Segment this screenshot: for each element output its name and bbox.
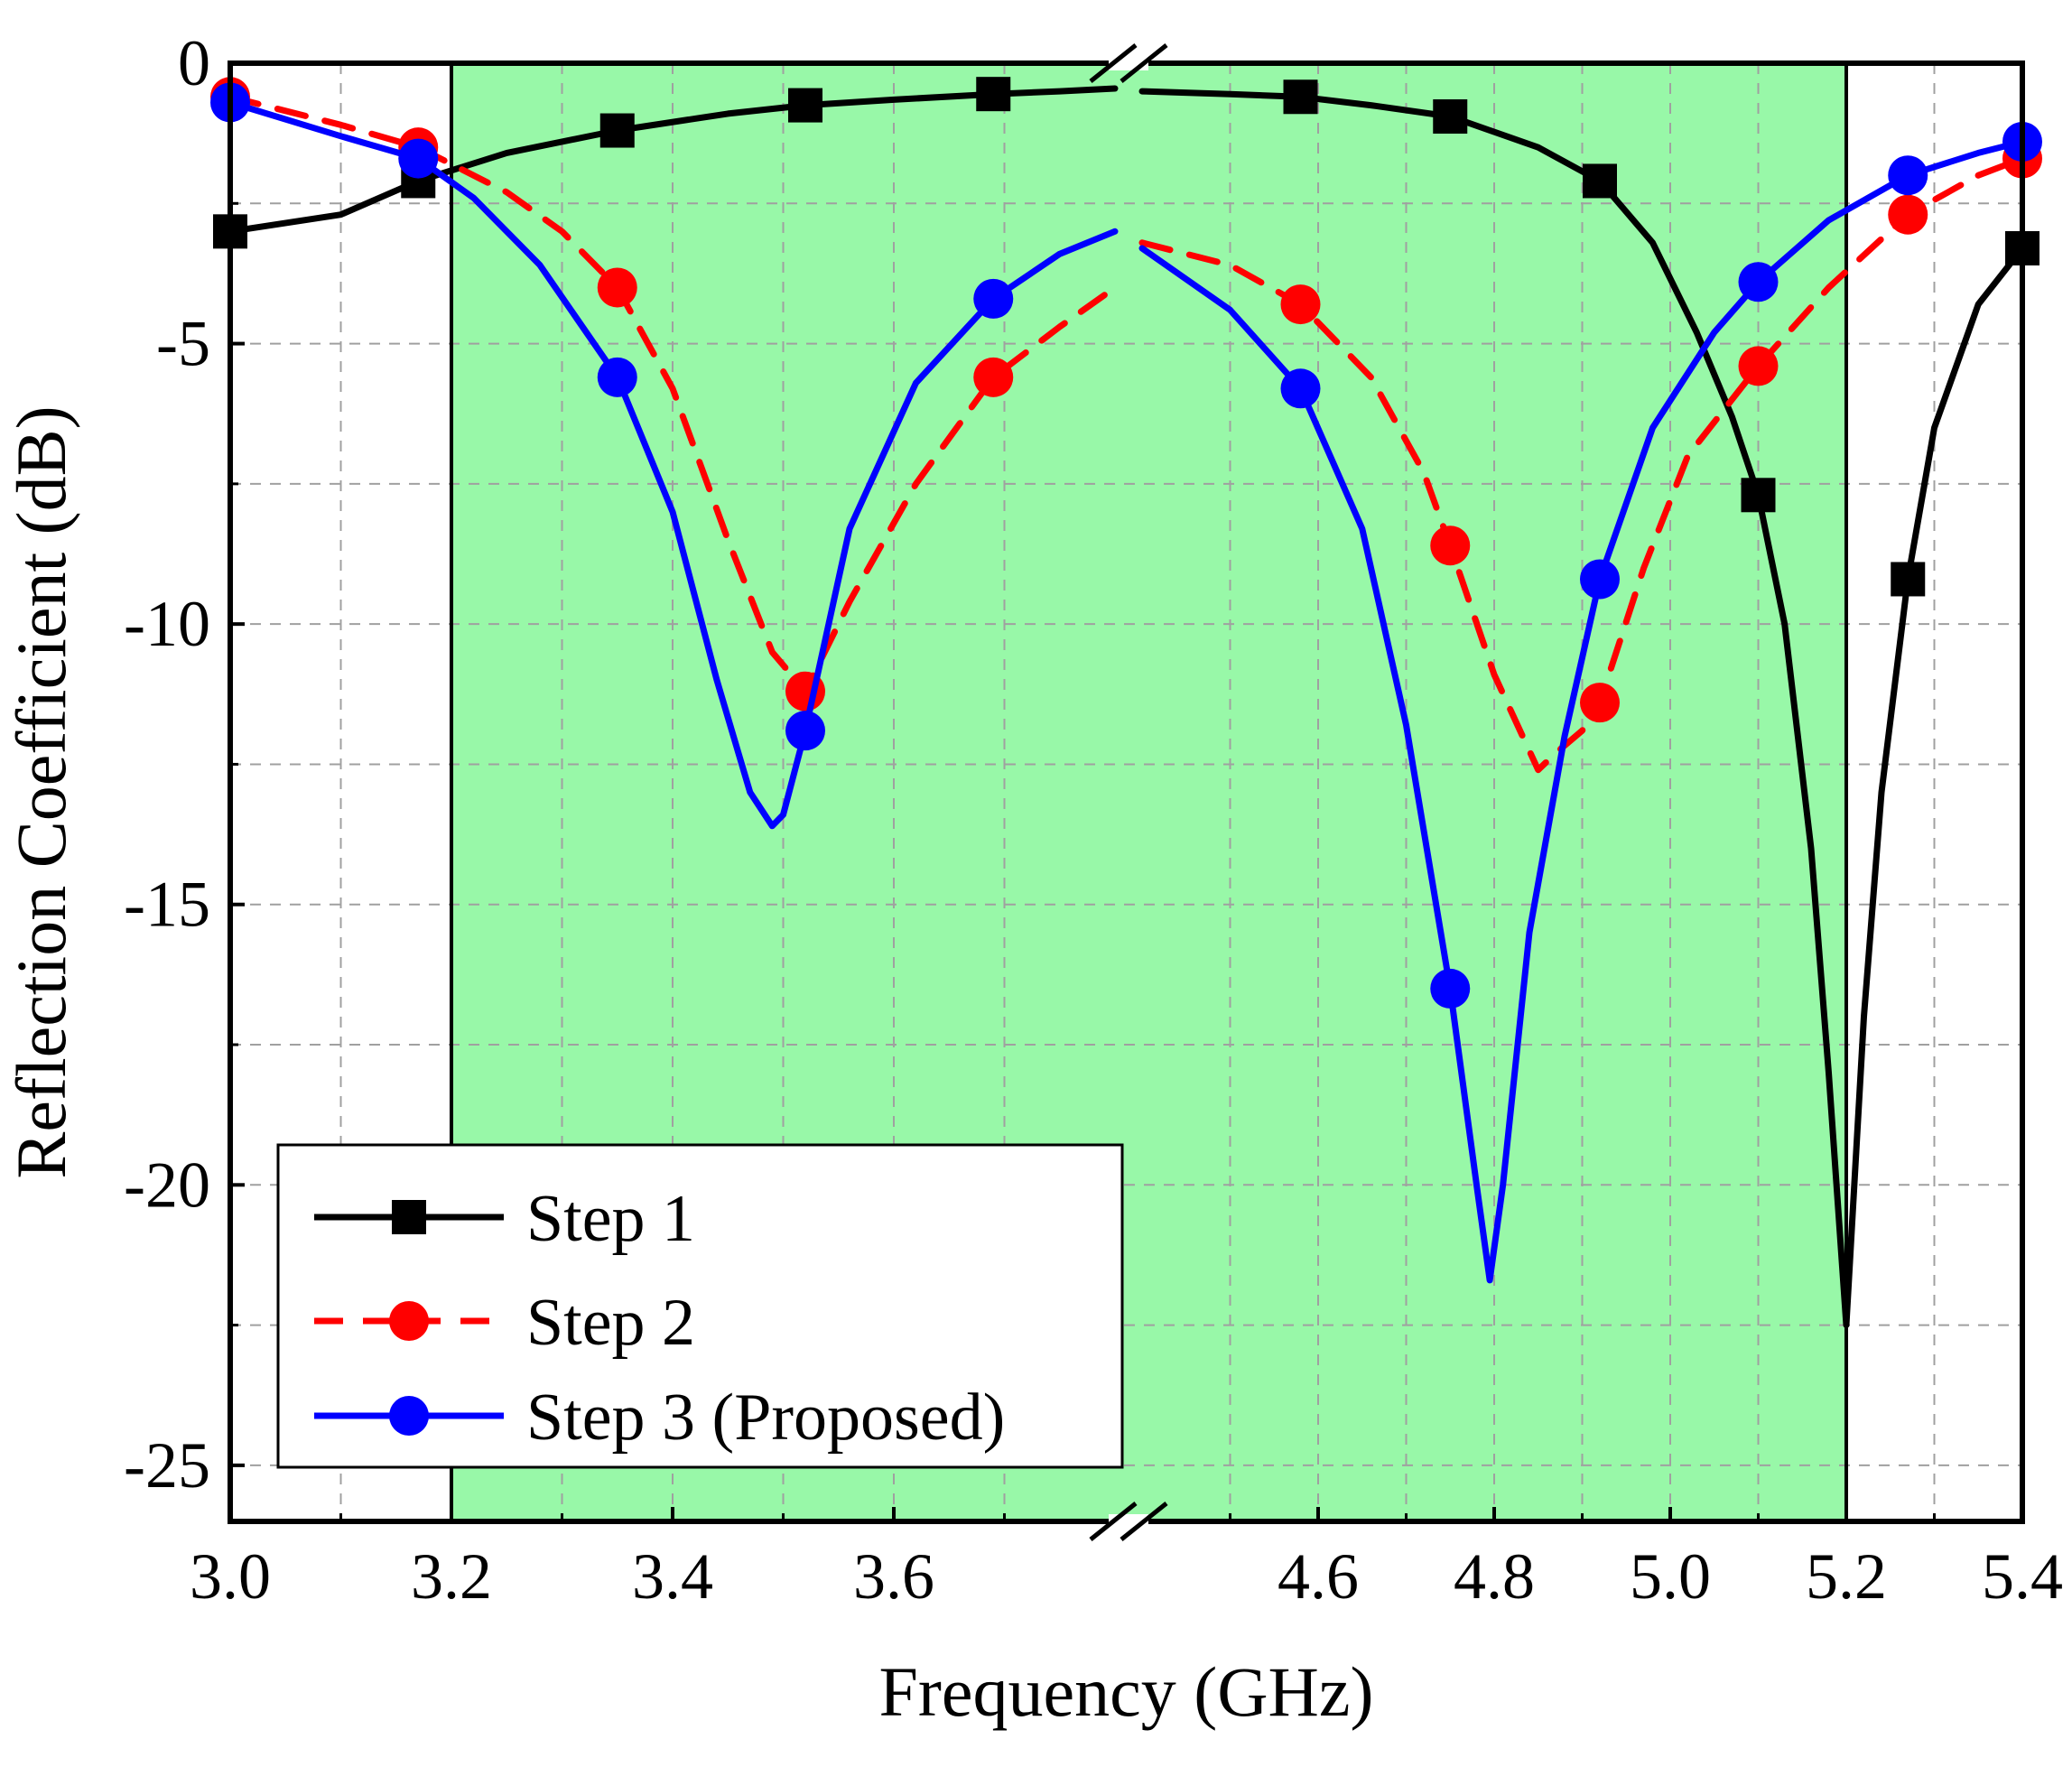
- axis-break-slash: [1120, 1502, 1168, 1541]
- series-2-marker: [597, 267, 637, 308]
- series-1-marker: [1741, 478, 1776, 513]
- x-tick-label: 3.0: [190, 1540, 271, 1613]
- x-tick-label: 5.4: [1982, 1540, 2063, 1613]
- series-3-marker: [1888, 155, 1928, 196]
- y-axis-title: Reflection Coefficient (dB): [2, 405, 80, 1178]
- axis-ticks: 3.0 3.2 3.4 3.6 4.6 4.8 5.0 5.2 5.4 0 -5 -10 -15 -20 -…: [124, 27, 2063, 1613]
- legend-label-step-3: Step 3 (Proposed): [526, 1381, 1005, 1455]
- series-2-marker: [1888, 194, 1928, 235]
- y-tick-label: -20: [124, 1149, 210, 1221]
- series-3-line: [227, 99, 1119, 830]
- legend-label-step-2: Step 2: [526, 1286, 695, 1360]
- legend-items: [314, 1200, 504, 1436]
- series-3-marker: [597, 357, 637, 397]
- series-3-marker: [785, 711, 825, 751]
- series-3-marker: [1738, 262, 1779, 302]
- series-2-marker: [1738, 346, 1779, 386]
- axis-break: [1089, 43, 1168, 1541]
- x-tick-label: 5.0: [1630, 1540, 1711, 1613]
- y-tick-label: 0: [178, 27, 210, 99]
- x-tick-label: 4.6: [1278, 1540, 1359, 1613]
- series-3-marker: [398, 138, 439, 179]
- series-2-marker: [1430, 525, 1471, 566]
- x-tick-label: 4.8: [1454, 1540, 1535, 1613]
- x-tick-label: 3.4: [632, 1540, 713, 1613]
- series-2-marker: [973, 357, 1014, 397]
- y-tick-label: -5: [156, 308, 210, 380]
- axis-break-slash: [1120, 43, 1168, 83]
- series-1-marker: [788, 88, 822, 123]
- x-tick-label: 3.6: [853, 1540, 934, 1613]
- series-1-marker: [1583, 163, 1617, 199]
- series-1-line: [227, 85, 1119, 235]
- y-tick-label: -25: [124, 1429, 210, 1502]
- x-tick-label: 3.2: [411, 1540, 492, 1613]
- series-2-marker: [1280, 284, 1321, 325]
- series-3-marker: [1430, 968, 1471, 1009]
- series-layer: [210, 77, 2042, 1329]
- series-3-marker: [973, 278, 1014, 319]
- legend-marker-2: [389, 1301, 429, 1341]
- x-tick-label: 5.2: [1806, 1540, 1887, 1613]
- series-1-marker: [1433, 99, 1468, 135]
- legend: Step 1 Step 2 Step 3 (Proposed): [276, 1143, 1124, 1469]
- series-3-line: [1138, 138, 2026, 1284]
- y-tick-label: -10: [124, 588, 210, 660]
- series-1-marker: [1891, 562, 1926, 597]
- series-2-marker: [1580, 683, 1620, 723]
- legend-label-step-1: Step 1: [526, 1182, 695, 1256]
- series-1-marker: [976, 77, 1011, 112]
- series-3-marker: [1580, 559, 1620, 600]
- axis-break-slash: [1089, 43, 1138, 83]
- series-2-line: [1138, 155, 2026, 774]
- x-axis-title: Frequency (GHz): [879, 1652, 1374, 1731]
- legend-marker-1: [392, 1200, 426, 1234]
- series-1-marker: [1283, 79, 1318, 115]
- series-1-marker: [599, 113, 635, 148]
- y-tick-label: -15: [124, 869, 210, 941]
- series-3-marker: [1280, 368, 1321, 409]
- legend-marker-3: [389, 1396, 429, 1436]
- axis-break-slash: [1089, 1502, 1138, 1541]
